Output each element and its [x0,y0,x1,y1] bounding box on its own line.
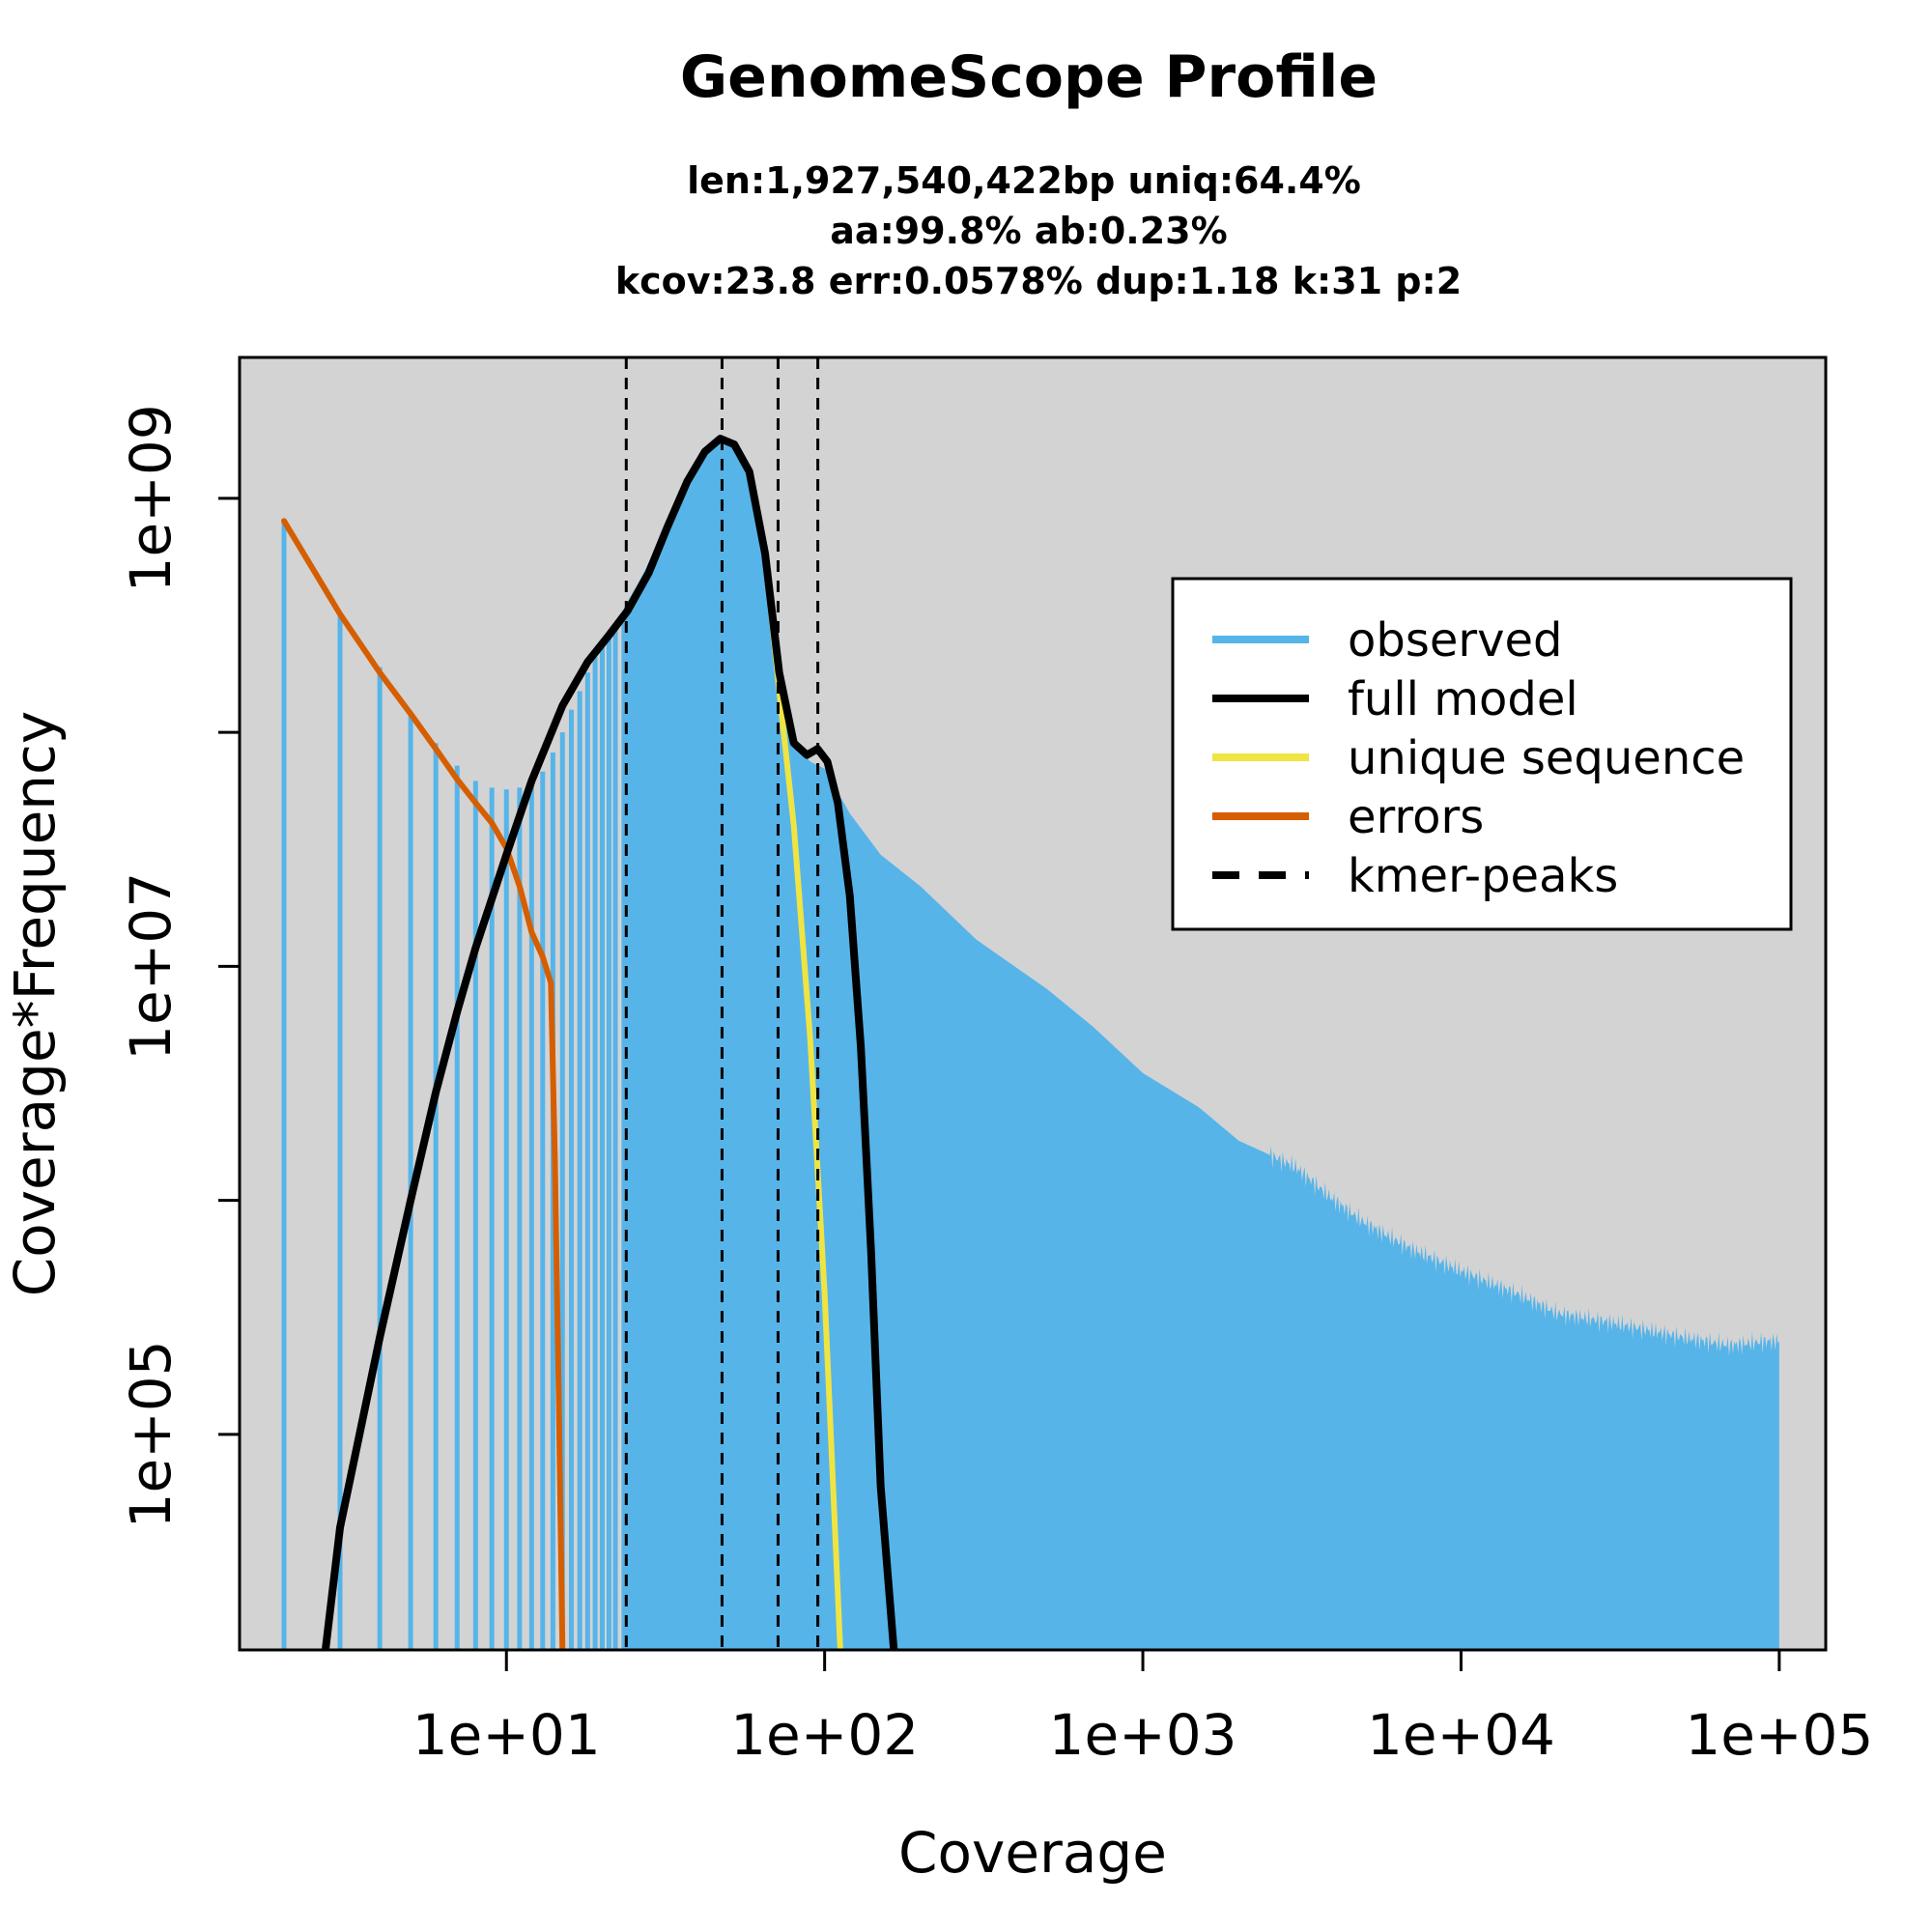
errors-line [281,518,566,1650]
full-model-line [321,435,898,1650]
plot-layer [281,357,1779,1650]
chart-subtitle-line-1: len:1,927,540,422bp uniq:64.4% [687,159,1361,202]
y-tick-label-1: 1e+05 [118,1340,184,1528]
axis-layer: 1e+01 1e+02 1e+03 1e+04 1e+05 1e+05 1e+07 1e+09 [118,404,1873,1768]
x-axis-label: Coverage [898,1820,1167,1886]
y-tick-label-5: 1e+09 [118,404,184,592]
chart-subtitle-line-2: aa:99.8% ab:0.23% [830,210,1227,252]
legend-label-1: observed [1348,613,1563,668]
observed-histogram-fill [621,441,1779,1650]
y-tick-label-3: 1e+07 [118,872,184,1061]
x-tick-label-5: 1e+05 [1685,1702,1873,1768]
chart-subtitle-line-3: kcov:23.8 err:0.0578% dup:1.18 k:31 p:2 [615,260,1462,302]
legend-label-5: kmer-peaks [1348,849,1618,903]
chart-title: GenomeScope Profile [680,43,1378,111]
legend-label-3: unique sequence [1348,731,1745,785]
legend-label-2: full model [1348,672,1578,726]
x-tick-label-1: 1e+01 [412,1702,601,1768]
x-tick-label-4: 1e+04 [1367,1702,1555,1768]
legend-label-4: errors [1348,790,1484,844]
x-tick-label-3: 1e+03 [1049,1702,1237,1768]
y-axis-label: Coverage*Frequency [2,711,68,1297]
x-tick-label-2: 1e+02 [730,1702,919,1768]
